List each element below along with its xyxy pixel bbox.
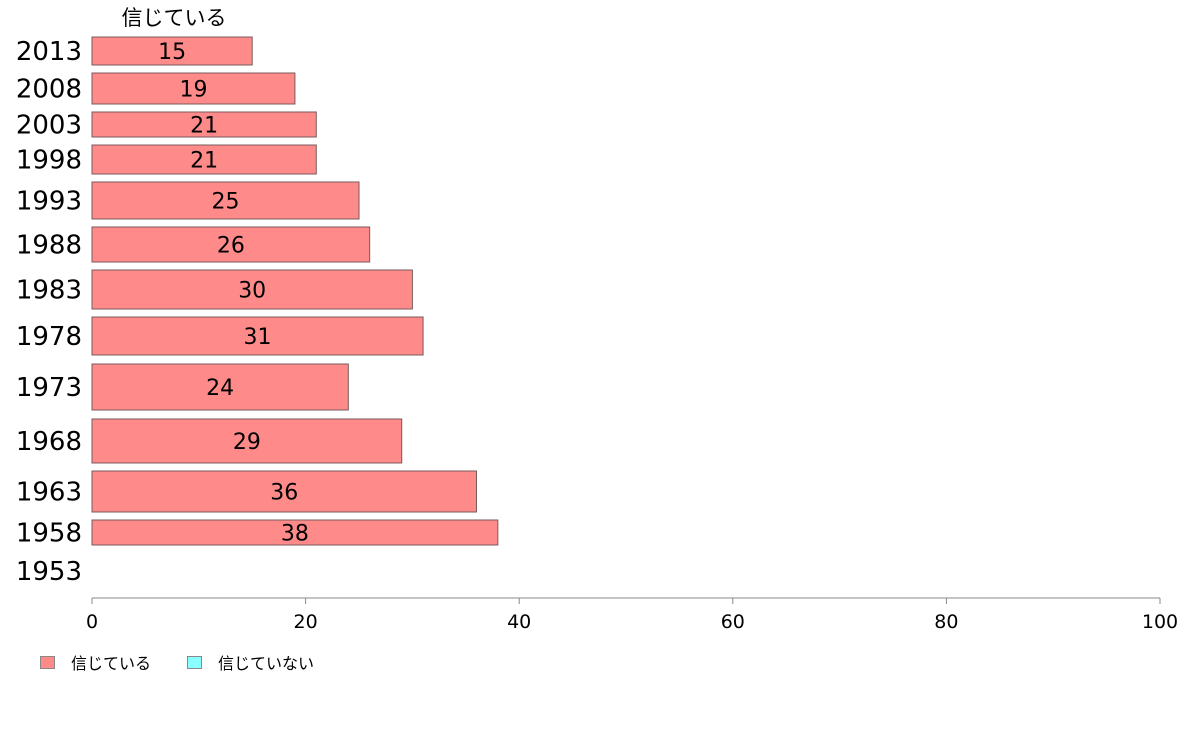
data-label-1958: 38 [281,522,309,547]
x-tick-label-0: 0 [86,611,98,633]
bars-group: 15 19 21 21 25 26 30 31 24 29 36 38 [91,36,499,547]
data-label-1973: 24 [206,376,234,401]
category-label-1963: 1963 [16,478,82,508]
bar-1963 [91,470,477,513]
bar-1973 [91,363,349,411]
bar-1988 [91,226,371,263]
data-label-1978: 31 [244,325,272,350]
data-label-1993: 25 [212,190,240,215]
data-label-1988: 26 [217,234,245,259]
category-label-1993: 1993 [16,187,82,217]
data-label-1963: 36 [270,481,298,506]
legend-label-believe: 信じている [71,654,152,673]
x-tick-label-20: 20 [294,611,318,633]
bar-1968 [91,418,403,464]
x-axis: 0 20 40 60 80 100 [86,597,1178,633]
x-tick-label-100: 100 [1142,611,1178,633]
bar-1983 [91,269,413,310]
legend-swatch-not-believe [187,655,203,669]
x-tick-label-60: 60 [721,611,745,633]
legend: 信じている 信じていない [40,650,350,674]
category-label-1983: 1983 [16,276,82,306]
data-label-1968: 29 [233,430,261,455]
series-label: 信じている [122,6,227,30]
category-label-2008: 2008 [16,75,82,105]
legend-item-believe: 信じている [40,650,151,674]
data-label-2013: 15 [158,40,186,65]
bar-1993 [91,181,360,220]
category-label-1988: 1988 [16,231,82,261]
category-label-1958: 1958 [16,519,82,549]
legend-label-not-believe: 信じていない [218,654,315,673]
category-label-1973: 1973 [16,373,82,403]
bar-2008 [91,72,296,105]
data-label-1998: 21 [190,149,218,174]
category-label-1998: 1998 [16,146,82,176]
data-label-2003: 21 [190,114,218,139]
bar-1978 [91,316,424,356]
category-labels: 2013 2008 2003 1998 1993 1988 1983 1978 1973 1968… [16,37,82,587]
legend-item-not-believe: 信じていない [187,650,314,674]
bar-1958 [91,519,499,546]
bar-2013 [91,36,253,66]
legend-swatch-believe [40,655,55,669]
category-label-1968: 1968 [16,427,82,457]
bar-1998 [91,144,317,175]
bar-2003 [91,111,317,138]
category-label-2013: 2013 [16,37,82,67]
x-tick-label-80: 80 [934,611,958,633]
category-label-2003: 2003 [16,111,82,141]
data-label-2008: 19 [179,78,207,103]
x-tick-label-40: 40 [507,611,531,633]
data-label-1983: 30 [238,279,266,304]
category-label-1953: 1953 [16,557,82,587]
category-label-1978: 1978 [16,322,82,352]
